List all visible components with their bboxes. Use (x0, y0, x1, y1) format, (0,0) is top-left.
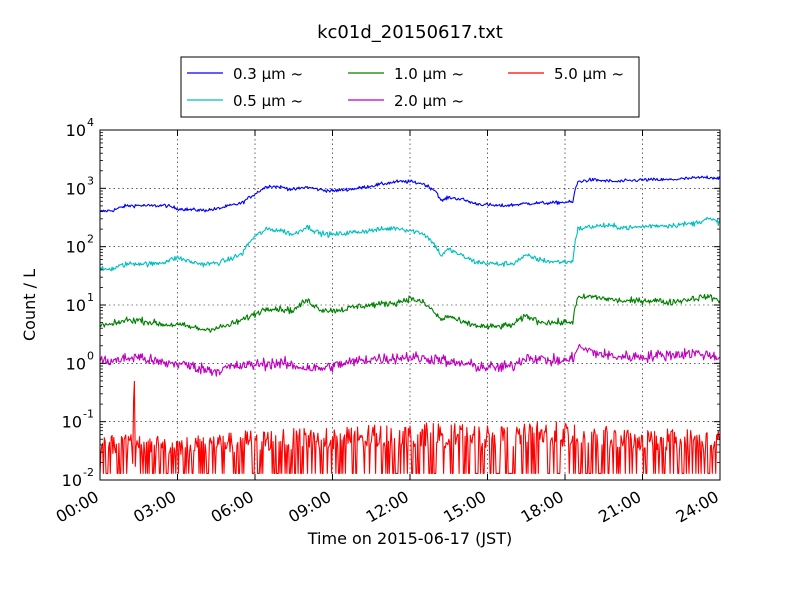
y-tick-base: 10 (66, 238, 86, 257)
series-line (99, 216, 721, 272)
axis-ticks (99, 129, 721, 481)
chart-title: kc01d_20150617.txt (317, 22, 503, 43)
legend-item: 5.0 μm ~ (508, 65, 624, 83)
legend-box (180, 56, 640, 118)
y-tick-label: 310 (66, 174, 94, 198)
x-axis-label: Time on 2015-06-17 (JST) (307, 529, 512, 548)
y-tick-base: 10 (62, 413, 82, 432)
plot-series (99, 175, 721, 474)
legend-item: 1.0 μm ~ (348, 65, 464, 83)
legend-label: 0.3 μm ~ (233, 65, 303, 83)
series-line (99, 293, 721, 333)
y-tick-label: 210 (66, 233, 94, 257)
y-tick-exponent: 1 (87, 291, 94, 304)
y-tick-label: 410 (66, 116, 94, 140)
y-tick-exponent: 3 (87, 174, 94, 187)
series-line (99, 343, 721, 377)
y-axis-label: Count / L (20, 269, 39, 341)
y-tick-label: -210 (62, 466, 94, 490)
y-tick-exponent: 2 (87, 233, 94, 246)
y-tick-label: 110 (66, 291, 94, 315)
legend-label: 2.0 μm ~ (394, 92, 464, 110)
y-tick-label: 010 (66, 349, 94, 373)
series-line (99, 380, 721, 474)
y-tick-exponent: -1 (83, 408, 94, 421)
legend-label: 5.0 μm ~ (554, 65, 624, 83)
y-tick-label: -110 (62, 408, 94, 432)
legend-item: 0.3 μm ~ (187, 65, 303, 83)
legend-label: 0.5 μm ~ (233, 92, 303, 110)
legend-label: 1.0 μm ~ (394, 65, 464, 83)
y-tick-base: 10 (62, 471, 82, 490)
y-tick-base: 10 (66, 296, 86, 315)
legend: 0.3 μm ~ 0.5 μm ~ 1.0 μm ~ 2.0 μm ~ 5.0 μm ~ (180, 56, 640, 118)
y-tick-base: 10 (66, 121, 86, 140)
legend-item: 2.0 μm ~ (348, 92, 464, 110)
series-line (99, 175, 721, 213)
y-tick-exponent: -2 (83, 466, 94, 479)
y-tick-base: 10 (66, 354, 86, 373)
y-tick-exponent: 0 (87, 349, 94, 362)
y-tick-exponent: 4 (87, 116, 94, 129)
y-tick-base: 10 (66, 179, 86, 198)
legend-item: 0.5 μm ~ (187, 92, 303, 110)
